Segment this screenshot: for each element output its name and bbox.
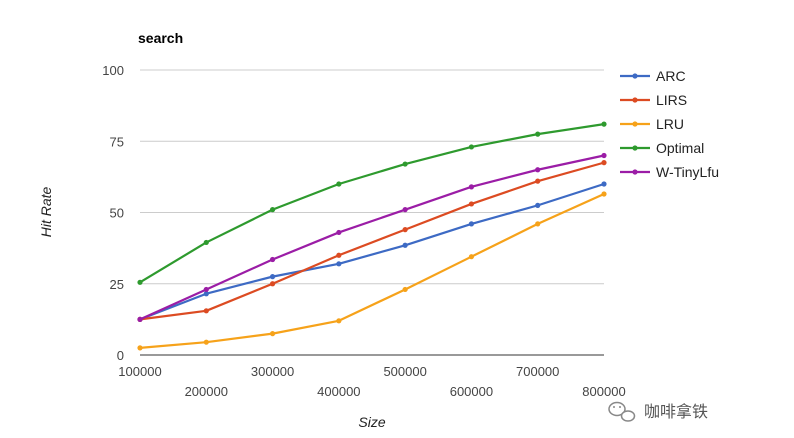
data-point [535, 178, 541, 184]
data-point [269, 281, 276, 287]
legend-label: Optimal [656, 140, 704, 156]
legend-item: W-TinyLfu [620, 164, 719, 180]
data-point [269, 207, 276, 213]
data-point [269, 331, 276, 337]
series-line [139, 161, 605, 321]
y-tick-label: 50 [110, 206, 124, 221]
watermark: 咖啡拿铁 [608, 401, 708, 422]
series-line [139, 154, 605, 321]
series-line [139, 123, 605, 284]
legend-item: Optimal [620, 140, 704, 156]
data-point [203, 291, 209, 297]
legend-item: LIRS [620, 92, 687, 108]
y-tick-label: 25 [110, 277, 124, 292]
legend-label: ARC [656, 68, 686, 84]
series-group [137, 121, 607, 351]
x-tick-label: 100000 [118, 364, 161, 379]
data-point [601, 152, 607, 159]
data-point [402, 242, 408, 248]
data-point [535, 167, 541, 173]
y-tick-label: 0 [117, 348, 124, 363]
series-lirs [137, 160, 607, 322]
legend: ARC LIRS LRU Optimal W-TinyLfu [620, 68, 719, 180]
wechat-icon [608, 401, 636, 422]
series-line [139, 192, 605, 349]
y-axis-label: Hit Rate [38, 187, 54, 238]
data-point [137, 316, 143, 322]
legend-marker [632, 145, 638, 151]
x-tick-label: 500000 [383, 364, 426, 379]
x-tick-label: 700000 [516, 364, 559, 379]
data-point [336, 318, 342, 324]
data-point [402, 161, 408, 167]
legend-marker [632, 169, 638, 175]
data-point [336, 261, 342, 267]
data-point [203, 308, 209, 314]
series-line [139, 182, 605, 321]
data-point [336, 252, 342, 258]
legend-item: ARC [620, 68, 686, 84]
data-point [137, 279, 143, 285]
series-lru [137, 191, 607, 351]
data-point [402, 207, 408, 213]
data-point [137, 345, 143, 351]
series-optimal [137, 121, 607, 285]
data-point [336, 181, 342, 187]
data-point [203, 286, 209, 293]
data-point [468, 144, 475, 150]
y-tick-label: 100 [102, 63, 124, 78]
x-tick-label: 400000 [317, 384, 360, 399]
series-w-tinylfu [137, 152, 607, 322]
grid [140, 69, 604, 356]
data-point [468, 254, 475, 260]
data-point [601, 181, 607, 187]
legend-marker [632, 97, 638, 103]
data-point [203, 339, 209, 345]
data-point [269, 256, 276, 263]
data-point [203, 239, 209, 246]
x-tick-label: 600000 [450, 384, 493, 399]
data-point [535, 221, 541, 227]
y-tick-label: 75 [110, 134, 124, 149]
legend-marker [632, 121, 638, 127]
x-axis-label: Size [358, 414, 385, 430]
data-point [402, 227, 408, 233]
data-point [601, 191, 607, 197]
x-tick-label: 800000 [582, 384, 625, 399]
data-point [468, 201, 475, 207]
data-point [468, 221, 475, 227]
data-point [535, 131, 541, 137]
x-tick-label: 300000 [251, 364, 294, 379]
y-axis-ticks: 0 25 50 75 100 [102, 63, 124, 363]
legend-marker [632, 73, 638, 79]
data-point [601, 160, 607, 166]
data-point [269, 274, 276, 280]
data-point [402, 286, 408, 293]
data-point [336, 229, 342, 236]
legend-label: LRU [656, 116, 684, 132]
x-tick-label: 200000 [185, 384, 228, 399]
legend-label: LIRS [656, 92, 687, 108]
chart-title: search [138, 30, 183, 46]
data-point [535, 202, 541, 208]
legend-item: LRU [620, 116, 684, 132]
watermark-text: 咖啡拿铁 [644, 402, 708, 421]
data-point [468, 184, 475, 190]
x-axis-ticks: 100000 200000 300000 400000 500000 600000 7000… [118, 364, 625, 399]
series-arc [137, 181, 607, 322]
legend-label: W-TinyLfu [656, 164, 719, 180]
data-point [601, 121, 607, 127]
